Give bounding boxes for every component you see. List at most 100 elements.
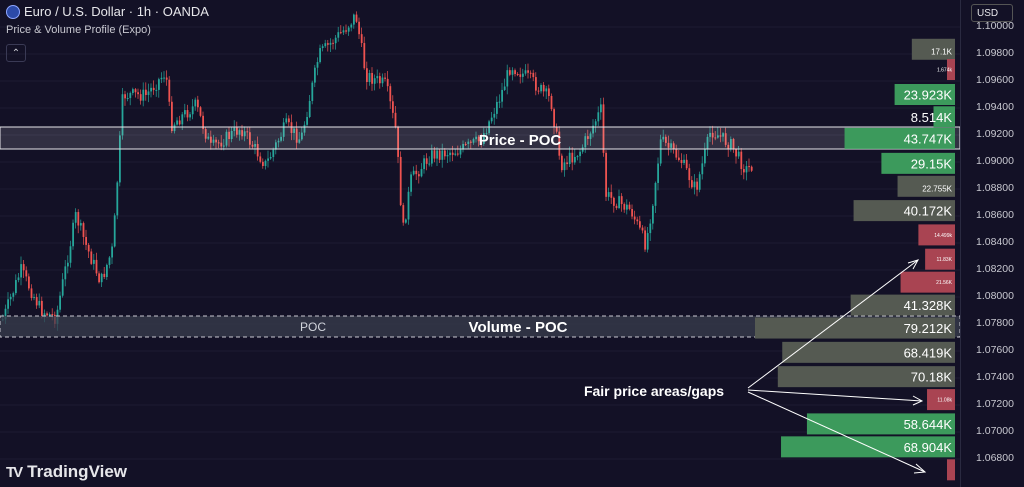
candle-body bbox=[480, 141, 483, 144]
candle-body bbox=[150, 87, 152, 92]
volume-profile-value: 8.514K bbox=[911, 110, 953, 125]
candle-body bbox=[249, 132, 251, 145]
candle-body bbox=[407, 191, 410, 220]
candle-body bbox=[683, 159, 685, 163]
candle-body bbox=[160, 77, 163, 80]
candle-body bbox=[724, 133, 727, 145]
candle-body bbox=[191, 106, 194, 115]
fair-price-arrows bbox=[747, 259, 927, 474]
candle-body bbox=[12, 293, 15, 297]
candle-body bbox=[301, 132, 303, 140]
tradingview-watermark: TV TradingView bbox=[6, 462, 127, 482]
price-tick-label: 1.07400 bbox=[976, 371, 1014, 383]
tradingview-logo-icon: TV bbox=[6, 463, 23, 481]
candle-body bbox=[171, 101, 173, 132]
candle-body bbox=[342, 30, 345, 33]
volume-profile-bar bbox=[777, 366, 955, 388]
candle-body bbox=[394, 112, 397, 127]
volume-profile: 17.1K 1.674k 23.923K 8.514K 43.747K 29.15K 22.… bbox=[755, 38, 955, 481]
price-tick-label: 1.09800 bbox=[976, 47, 1014, 59]
candle-body bbox=[111, 246, 113, 258]
candle-body bbox=[202, 115, 204, 130]
candle-body bbox=[631, 208, 633, 217]
volume-profile-value: 11.83K bbox=[937, 257, 953, 263]
candle-body bbox=[132, 89, 134, 94]
candle-body bbox=[613, 197, 615, 206]
candle-body bbox=[358, 21, 360, 35]
candle-body bbox=[228, 131, 230, 140]
candle-body bbox=[709, 132, 711, 137]
candle-body bbox=[402, 205, 405, 223]
candle-body bbox=[329, 42, 332, 45]
candle-body bbox=[644, 230, 646, 250]
candle-body bbox=[561, 155, 563, 171]
volume-profile-value: 58.644K bbox=[904, 417, 953, 432]
candle-body bbox=[158, 79, 160, 90]
candle-body bbox=[106, 264, 108, 277]
candle-body bbox=[103, 273, 106, 277]
candle-body bbox=[35, 297, 38, 306]
candle-body bbox=[85, 236, 87, 245]
candle-body bbox=[470, 141, 472, 143]
candle-body bbox=[727, 144, 730, 150]
candle-body bbox=[680, 160, 683, 163]
candle-body bbox=[134, 89, 137, 93]
candle-body bbox=[366, 68, 368, 83]
candle-body bbox=[168, 79, 171, 102]
chevron-up-icon[interactable]: ⌃ bbox=[6, 44, 26, 62]
candle-body bbox=[516, 74, 519, 76]
volume-profile-bar bbox=[850, 294, 955, 316]
candle-body bbox=[425, 158, 428, 164]
candle-body bbox=[181, 114, 184, 125]
price-tick-label: 1.10000 bbox=[976, 20, 1014, 32]
candle-body bbox=[381, 77, 384, 84]
candle-body bbox=[722, 133, 724, 137]
candle-body bbox=[743, 169, 745, 173]
candle-body bbox=[462, 143, 464, 150]
candle-body bbox=[501, 89, 503, 102]
candle-body bbox=[173, 124, 176, 132]
candle-body bbox=[626, 204, 628, 210]
symbol-header[interactable]: Euro / U.S. Dollar · 1h · OANDA bbox=[6, 4, 209, 19]
volume-profile-value: 79.212K bbox=[904, 321, 953, 336]
candle-body bbox=[649, 223, 652, 234]
price-chart[interactable]: 17.1K 1.674k 23.923K 8.514K 43.747K 29.15K 22.… bbox=[0, 0, 960, 487]
candle-body bbox=[51, 313, 54, 315]
volume-profile-bar bbox=[781, 436, 955, 458]
candle-body bbox=[457, 153, 459, 155]
price-tick-label: 1.08600 bbox=[976, 209, 1014, 221]
candle-body bbox=[717, 135, 719, 138]
volume-poc-label: Volume - POC bbox=[469, 319, 568, 336]
candle-body bbox=[506, 70, 509, 87]
candle-body bbox=[405, 219, 407, 223]
candle-body bbox=[347, 27, 350, 32]
candle-body bbox=[581, 147, 584, 152]
candle-body bbox=[82, 223, 85, 237]
candle-body bbox=[176, 120, 178, 125]
candle-body bbox=[9, 296, 12, 300]
candle-body bbox=[535, 77, 537, 91]
price-axis[interactable]: USD 1.10000 1.09800 1.09600 1.09400 1.09200 1… bbox=[960, 0, 1024, 487]
candle-body bbox=[483, 133, 485, 144]
currency-button[interactable]: USD bbox=[971, 4, 1013, 22]
candle-body bbox=[121, 94, 124, 136]
symbol-title: Euro / U.S. Dollar · 1h · OANDA bbox=[24, 4, 209, 19]
poc-label: POC bbox=[300, 320, 326, 334]
candle-body bbox=[514, 70, 516, 75]
candle-body bbox=[563, 162, 566, 171]
candle-body bbox=[449, 152, 451, 156]
candle-body bbox=[610, 192, 613, 198]
candle-body bbox=[542, 84, 545, 92]
candle-body bbox=[639, 221, 641, 228]
candle-body bbox=[600, 104, 602, 113]
candle-body bbox=[282, 122, 285, 137]
candle-body bbox=[199, 107, 202, 116]
candle-body bbox=[285, 118, 288, 123]
candle-body bbox=[241, 130, 243, 137]
candle-body bbox=[732, 138, 735, 150]
indicator-title[interactable]: Price & Volume Profile (Expo) bbox=[6, 24, 151, 36]
candle-body bbox=[324, 43, 327, 47]
candle-body bbox=[350, 24, 353, 28]
price-poc-band bbox=[0, 126, 960, 150]
candle-body bbox=[7, 299, 9, 309]
